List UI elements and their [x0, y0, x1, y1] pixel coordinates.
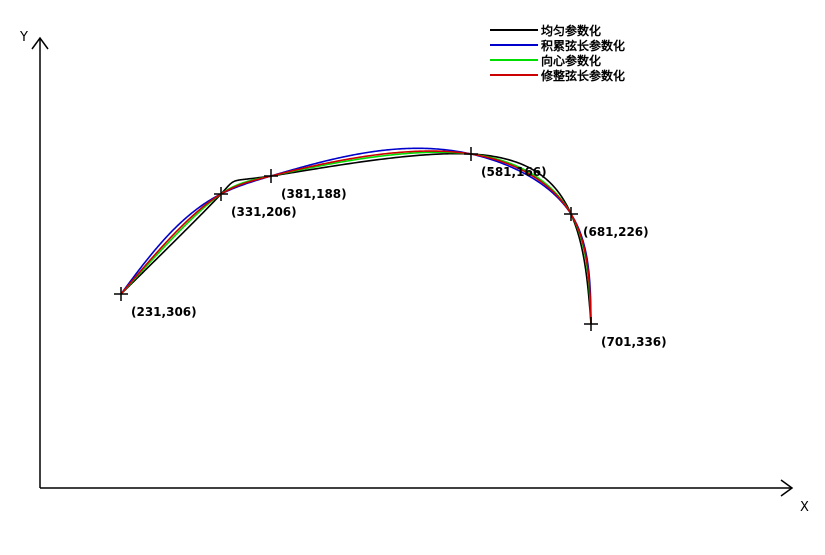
legend-entry: 积累弦长参数化	[541, 38, 625, 53]
control-point-marker	[464, 147, 478, 161]
control-point-label: (701,336)	[601, 335, 667, 349]
y-axis-arrow	[31, 36, 49, 50]
control-point-marker	[214, 187, 228, 201]
control-point-marker	[264, 169, 278, 183]
control-point-label: (381,188)	[281, 187, 347, 201]
series-curve-1	[120, 152, 592, 325]
control-point-marker	[114, 287, 128, 301]
legend-entry: 均匀参数化	[541, 23, 601, 38]
x-axis-arrow	[780, 479, 794, 497]
axes	[31, 36, 794, 497]
y-axis-label: Y	[19, 30, 28, 45]
control-point-marker	[584, 317, 598, 331]
control-point-label: (681,226)	[583, 225, 649, 239]
control-point-markers	[114, 147, 598, 331]
control-point-label: (581,166)	[481, 165, 547, 179]
control-point-marker	[564, 207, 578, 221]
legend-entry: 向心参数化	[541, 53, 601, 68]
x-axis-label: X	[800, 500, 809, 515]
curves	[120, 147, 592, 325]
series-curve-4	[120, 150, 592, 325]
control-point-label: (331,206)	[231, 205, 297, 219]
control-point-label: (231,306)	[131, 305, 197, 319]
control-point-labels: (231,306) (331,206) (381,188) (581,166) (681…	[131, 165, 667, 349]
legend-entry: 修整弦长参数化	[540, 68, 625, 83]
